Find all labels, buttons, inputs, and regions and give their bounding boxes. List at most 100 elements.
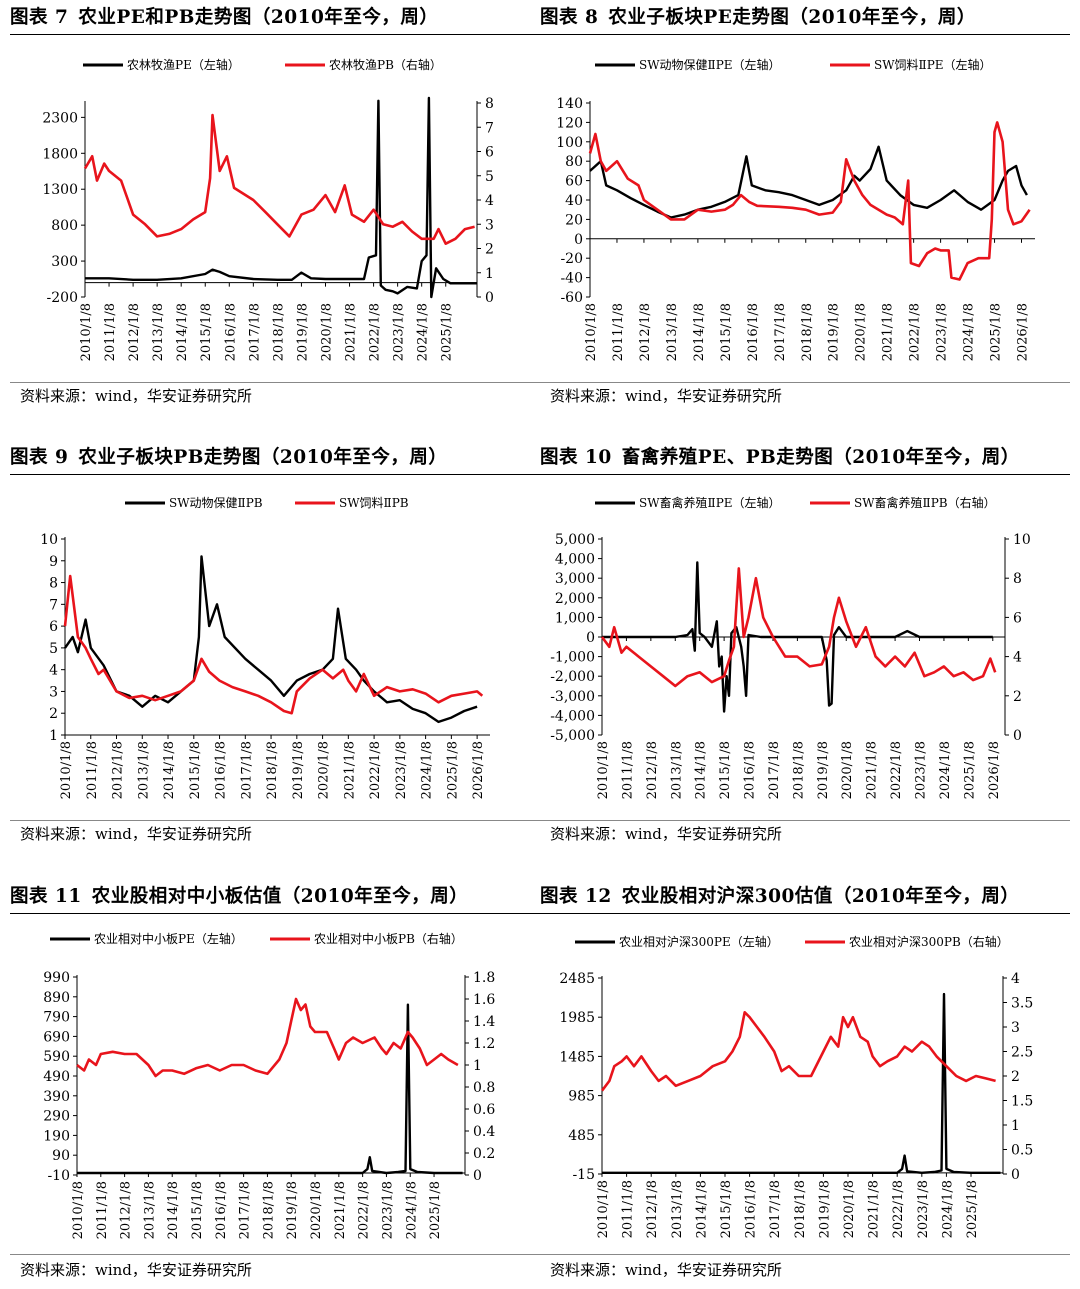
- right-axis-tick-label: 1.2: [473, 1036, 495, 1052]
- chart-panel-12: 图表 12 农业股相对沪深300估值（2010年至今，周） 农业相对沪深300PE…: [540, 881, 1070, 1286]
- left-axis-tick-label: -40: [560, 271, 583, 287]
- chart-title-12: 图表 12 农业股相对沪深300估值（2010年至今，周）: [540, 881, 1070, 914]
- right-axis-tick-label: 7: [485, 120, 494, 136]
- legend-label: 农业相对中小板PB（右轴）: [314, 931, 463, 946]
- left-axis-tick-label: 2,000: [555, 591, 595, 607]
- chart-title-8: 图表 8 农业子板块PE走势图（2010年至今，周）: [540, 2, 1070, 35]
- left-axis-tick-label: 3: [49, 684, 58, 700]
- x-axis-tick-label: 2012/1/8: [638, 303, 653, 361]
- x-axis-tick-label: 2018/1/8: [791, 741, 806, 799]
- right-axis-tick-label: 0: [1013, 728, 1022, 744]
- x-axis-tick-label: 2015/1/8: [719, 1180, 734, 1238]
- x-axis-tick-label: 2018/1/8: [800, 303, 815, 361]
- series-line-1: [602, 561, 993, 713]
- series-line-1: [85, 96, 477, 299]
- legend-label: SW饲料ⅡPE（左轴）: [874, 57, 992, 72]
- x-axis-tick-label: 2020/1/8: [317, 741, 332, 799]
- x-axis-tick-label: 2021/1/8: [342, 741, 357, 799]
- x-axis-tick-label: 2016/1/8: [744, 1180, 759, 1238]
- x-axis-tick-label: 2021/1/8: [344, 303, 359, 361]
- x-axis-tick-label: 2013/1/8: [136, 741, 151, 799]
- left-axis-tick-label: 190: [43, 1128, 70, 1144]
- x-axis-tick-label: 2021/1/8: [881, 303, 896, 361]
- x-axis-tick-label: 2014/1/8: [692, 303, 707, 361]
- x-axis-tick-label: 2022/1/8: [891, 1180, 906, 1238]
- series-line-2: [76, 997, 459, 1078]
- right-axis-tick-label: 3.5: [1011, 996, 1033, 1012]
- left-axis-tick-label: -1,000: [550, 650, 595, 666]
- left-axis-tick-label: 2: [49, 706, 58, 722]
- x-axis-tick-label: 2015/1/8: [719, 303, 734, 361]
- right-axis-tick-label: 8: [485, 96, 494, 112]
- left-axis-tick-label: -10: [47, 1168, 70, 1184]
- right-axis-tick-label: 5: [485, 169, 494, 185]
- x-axis-tick-label: 2011/1/8: [95, 1181, 110, 1239]
- x-axis-tick-label: 2014/1/8: [166, 1181, 181, 1239]
- right-axis-tick-label: 6: [485, 145, 494, 161]
- left-axis-tick-label: 1985: [559, 1010, 595, 1026]
- left-axis-tick-label: 490: [43, 1069, 70, 1085]
- left-axis-tick-label: 290: [43, 1109, 70, 1125]
- x-axis-tick-label: 2014/1/8: [694, 1180, 709, 1238]
- x-axis-tick-label: 2024/1/8: [404, 1181, 419, 1239]
- series-line-1: [602, 992, 1001, 1174]
- left-axis-tick-label: 2300: [42, 110, 78, 126]
- right-axis-tick-label: 1.4: [473, 1014, 495, 1030]
- x-axis-tick-label: 2010/1/8: [596, 741, 611, 799]
- legend-label: SW畜禽养殖ⅡPE（左轴）: [639, 495, 781, 510]
- x-axis-tick-label: 2011/1/8: [611, 303, 626, 361]
- x-axis-tick-label: 2013/1/8: [665, 303, 680, 361]
- left-axis-tick-label: 60: [565, 174, 583, 190]
- left-axis-tick-label: 590: [43, 1049, 70, 1065]
- x-axis-tick-label: 2011/1/8: [620, 741, 635, 799]
- x-axis-tick-label: 2012/1/8: [645, 741, 660, 799]
- x-axis-tick-label: 2021/1/8: [333, 1181, 348, 1239]
- x-axis-tick-label: 2015/1/8: [190, 1181, 205, 1239]
- left-axis-tick-label: 0: [586, 630, 595, 646]
- source-note-8: 资料来源：wind，华安证券研究所: [550, 387, 782, 405]
- series-line-2: [600, 567, 997, 688]
- source-note-10: 资料来源：wind，华安证券研究所: [550, 825, 782, 843]
- left-axis-tick-label: 890: [43, 990, 70, 1006]
- right-axis-tick-label: 8: [1013, 571, 1022, 587]
- x-axis-tick-label: 2017/1/8: [768, 1180, 783, 1238]
- x-axis-tick-label: 2018/1/8: [265, 741, 280, 799]
- x-axis-tick-label: 2016/1/8: [743, 741, 758, 799]
- series-line-1: [77, 1003, 463, 1175]
- x-axis-tick-label: 2020/1/8: [319, 303, 334, 361]
- right-axis-tick-label: 0: [473, 1168, 482, 1184]
- x-axis-tick-label: 2023/1/8: [916, 1180, 931, 1238]
- left-axis-tick-label: 1485: [559, 1049, 595, 1065]
- x-axis-tick-label: 2012/1/8: [645, 1180, 660, 1238]
- x-axis-tick-label: 2012/1/8: [111, 741, 126, 799]
- left-axis-tick-label: 7: [49, 597, 58, 613]
- legend-label: 农业相对中小板PE（左轴）: [94, 931, 243, 946]
- left-axis-tick-label: 0: [574, 232, 583, 248]
- right-axis-tick-label: 0.5: [1011, 1143, 1033, 1159]
- x-axis-tick-label: 2014/1/8: [175, 303, 190, 361]
- left-axis-tick-label: 120: [556, 115, 583, 131]
- x-axis-tick-label: 2024/1/8: [962, 303, 977, 361]
- chart-11-plot: 农业相对中小板PE（左轴） 农业相对中小板PB（右轴） -10 90 190 290 390…: [43, 931, 495, 1239]
- x-axis-tick-label: 2020/1/8: [854, 303, 869, 361]
- x-axis-tick-label: 2025/1/8: [445, 741, 460, 799]
- right-axis-tick-label: 1.6: [473, 992, 495, 1008]
- left-axis-tick-label: 2485: [559, 971, 595, 987]
- series-line-2: [83, 113, 475, 245]
- left-axis-tick-label: 485: [568, 1128, 595, 1144]
- left-axis-tick-label: 390: [43, 1089, 70, 1105]
- x-axis-tick-label: 2012/1/8: [127, 303, 142, 361]
- x-axis-tick-label: 2010/1/8: [596, 1180, 611, 1238]
- x-axis-tick-label: 2021/1/8: [867, 1180, 882, 1238]
- left-axis-tick-label: 6: [49, 619, 58, 635]
- x-axis-tick-label: 2025/1/8: [962, 741, 977, 799]
- right-axis-tick-label: 2.5: [1011, 1045, 1033, 1061]
- x-axis-tick-label: 2025/1/8: [428, 1181, 443, 1239]
- x-axis-tick-label: 2017/1/8: [239, 741, 254, 799]
- left-axis-tick-label: 80: [565, 154, 583, 170]
- chart-8-plot: SW动物保健ⅡPE（左轴） SW饲料ⅡPE（左轴） -60 -40 -20 0 20 40 60…: [556, 57, 1035, 361]
- x-axis-tick-label: 2010/1/8: [584, 303, 599, 361]
- right-axis-tick-label: 1: [1011, 1118, 1020, 1134]
- left-axis-tick-label: 100: [556, 135, 583, 151]
- x-axis-tick-label: 2023/1/8: [914, 741, 929, 799]
